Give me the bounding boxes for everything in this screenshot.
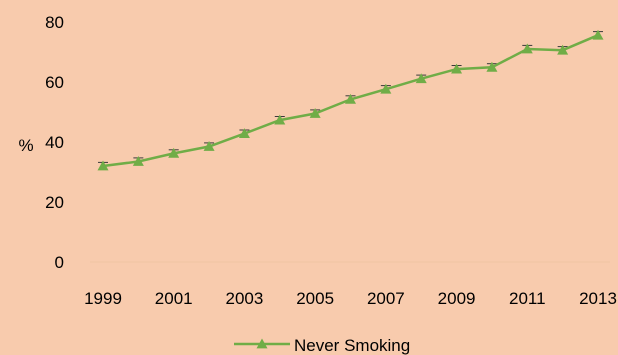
- data-point: [557, 44, 569, 55]
- x-tick-label: 2007: [367, 289, 405, 308]
- x-tick-label: 1999: [84, 289, 122, 308]
- x-tick-label: 2001: [155, 289, 193, 308]
- y-axis-label: %: [18, 136, 33, 155]
- x-tick-label: 2005: [296, 289, 334, 308]
- data-point: [592, 29, 604, 40]
- data-point: [380, 83, 392, 94]
- data-point: [451, 63, 463, 74]
- data-point: [97, 160, 109, 171]
- y-tick-label: 80: [45, 13, 64, 32]
- x-tick-label: 2011: [509, 289, 546, 308]
- data-point: [415, 73, 427, 84]
- x-tick-label: 2003: [226, 289, 264, 308]
- data-point: [309, 108, 321, 118]
- y-tick-label: 40: [45, 133, 64, 152]
- legend-marker: [256, 338, 268, 349]
- legend: Never Smoking: [234, 336, 410, 355]
- x-tick-label: 2009: [438, 289, 476, 308]
- legend-label-never-smoking: Never Smoking: [294, 336, 410, 355]
- data-point: [238, 128, 250, 138]
- data-point: [486, 61, 498, 72]
- y-tick-label: 20: [45, 193, 64, 212]
- data-point: [168, 147, 180, 158]
- data-point: [345, 93, 356, 104]
- data-point: [521, 43, 533, 54]
- y-tick-label: 0: [55, 253, 64, 272]
- data-point: [274, 114, 286, 125]
- data-point: [203, 141, 215, 151]
- y-tick-label: 60: [45, 73, 64, 92]
- data-point: [132, 156, 144, 166]
- x-tick-label: 2013: [579, 289, 617, 308]
